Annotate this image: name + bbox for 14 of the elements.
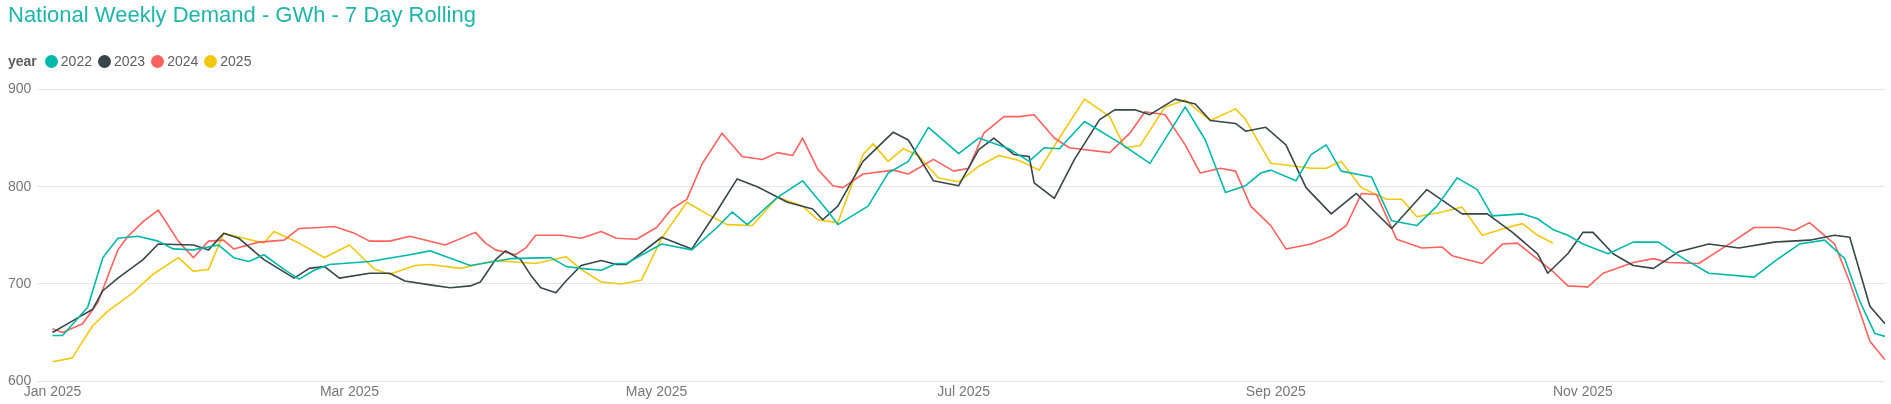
legend-label: 2025 — [220, 53, 252, 69]
legend-label: 2022 — [60, 53, 92, 69]
legend-label: 2023 — [113, 53, 146, 69]
x-tick-label: Nov 2025 — [1552, 383, 1614, 400]
x-tick-label: Sep 2025 — [1245, 383, 1307, 400]
y-tick-label: 700 — [8, 274, 32, 291]
x-tick-label: May 2025 — [625, 383, 688, 400]
legend-title: year — [8, 53, 37, 69]
legend-label: 2024 — [167, 53, 199, 69]
x-tick-label: Mar 2025 — [319, 383, 380, 400]
y-tick-label: 800 — [8, 177, 32, 194]
y-tick-label: 900 — [8, 80, 32, 97]
x-tick-label: Jul 2025 — [937, 383, 991, 400]
chart-title: National Weekly Demand - GWh - 7 Day Rolling — [8, 2, 476, 28]
